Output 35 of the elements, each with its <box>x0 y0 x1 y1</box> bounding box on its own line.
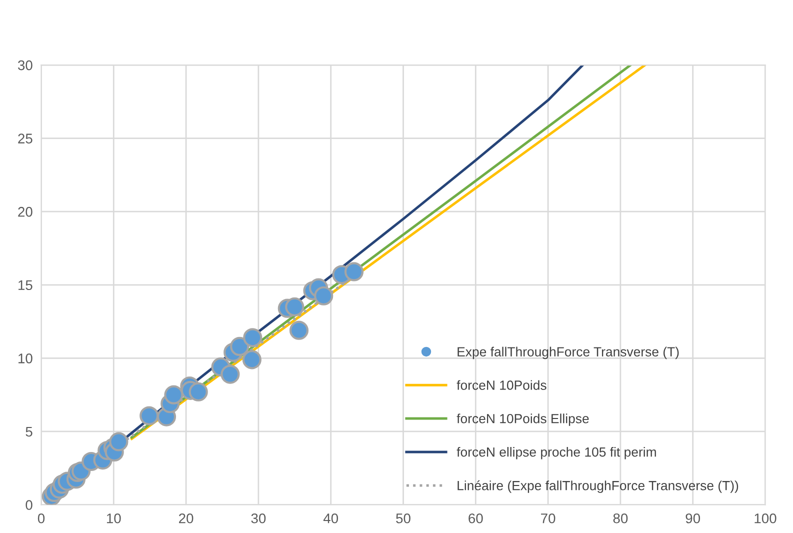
y-tick-label: 20 <box>18 206 32 217</box>
x-tick-label: 100 <box>754 513 776 524</box>
point <box>289 320 309 340</box>
y-tick-label: 15 <box>18 280 32 290</box>
point <box>109 432 128 452</box>
point <box>314 286 334 306</box>
point <box>164 385 184 404</box>
x-tick-label: 50 <box>396 513 410 524</box>
point <box>140 406 159 426</box>
legend-label: forceN 10Poids Ellipse <box>456 414 589 426</box>
x-tick-label: 30 <box>251 513 266 524</box>
point <box>230 336 250 356</box>
x-tick-label: 70 <box>541 513 556 524</box>
x-tick-label: 60 <box>468 513 483 524</box>
legend-label: forceN ellipse proche 105 fit perim <box>456 447 656 460</box>
y-tick-label: 10 <box>18 354 32 364</box>
x-tick-label: 20 <box>179 513 194 524</box>
x-tick-label: 90 <box>686 513 700 524</box>
x-tick-label: 80 <box>613 513 628 524</box>
y-tick-label: 25 <box>18 134 32 144</box>
x-tick-label: 0 <box>38 513 45 524</box>
x-tick-label: 40 <box>323 513 338 524</box>
point <box>242 350 262 370</box>
y-tick-label: 0 <box>26 500 32 510</box>
point <box>220 364 240 384</box>
legend-label: Linéaire (Expe fallThroughForce Transverse (T)) <box>458 480 738 493</box>
y-tick-label: 30 <box>18 60 32 70</box>
x-tick-label: 10 <box>106 513 121 524</box>
legend-label: forceN 10Poids <box>456 380 546 390</box>
point <box>188 382 208 402</box>
point <box>344 262 364 282</box>
point <box>243 328 262 348</box>
y-tick-label: 5 <box>26 426 32 437</box>
legend-label: Expe fallThroughForce Transverse (T) <box>458 346 679 360</box>
point <box>285 297 304 316</box>
